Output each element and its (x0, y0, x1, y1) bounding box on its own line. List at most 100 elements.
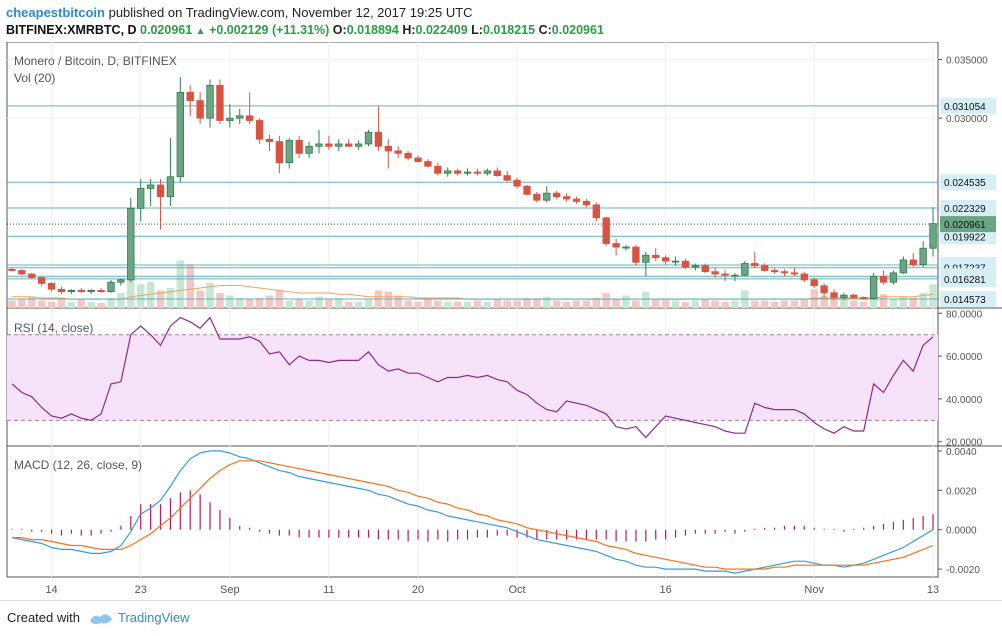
volume-bar (582, 300, 591, 308)
volume-bar (671, 300, 680, 308)
x-tick-label: 14 (45, 584, 57, 596)
candle-body (57, 288, 66, 292)
volume-bar (166, 288, 175, 308)
x-tick-label: Nov (804, 584, 824, 596)
candle-body (87, 290, 95, 292)
volume-bar (830, 296, 838, 308)
volume-bar (57, 299, 66, 308)
candle-body (523, 185, 531, 195)
high-value: 0.022409 (415, 23, 468, 37)
publish-line: cheapestbitcoin published on TradingView… (6, 5, 473, 20)
rsi-tick-label: 20.0000 (946, 438, 983, 449)
volume-bar (572, 300, 581, 308)
price-level-tag (940, 228, 996, 245)
candle-body (790, 272, 799, 275)
volume-bar (681, 301, 690, 308)
candle-body (127, 207, 135, 281)
open-label: O: (332, 23, 347, 37)
last-price-tag (940, 216, 996, 233)
chart-frame (6, 42, 939, 578)
price-level-label: 0.016281 (944, 275, 986, 286)
x-tick-label: 11 (323, 584, 334, 596)
candle-body (226, 117, 234, 121)
volume-bar (592, 298, 601, 308)
rsi-tick-label: 40.0000 (946, 395, 983, 406)
volume-bar (27, 296, 36, 308)
volume-bar (117, 293, 125, 308)
price-level-label: 0.024535 (944, 178, 986, 189)
volume-bar (929, 284, 937, 308)
volume-bar (18, 299, 26, 308)
candle-body (315, 143, 323, 147)
volume-bar (206, 283, 214, 308)
macd-pane-title: MACD (12, 26, close, 9) (14, 458, 142, 472)
volume-bar (463, 301, 472, 308)
author-name[interactable]: cheapestbitcoin (6, 5, 105, 20)
candle-body (166, 176, 175, 198)
signal-line (12, 460, 934, 570)
volume-bar (661, 299, 670, 308)
created-with-text: Created with (7, 610, 80, 625)
last-price-label: 0.020961 (944, 220, 986, 231)
volume-bar (711, 300, 719, 308)
candle-body (384, 145, 392, 152)
candle-body (810, 279, 818, 287)
volume-bar (840, 299, 848, 308)
candle-body (761, 265, 769, 271)
candle-body (285, 140, 293, 164)
volume-bar (107, 298, 115, 308)
volume-bar (37, 300, 46, 308)
volume-bar (443, 301, 452, 308)
price-level-tag (940, 290, 996, 307)
volume-bar (384, 291, 393, 308)
candle-body (47, 282, 56, 290)
candle-body (592, 204, 600, 219)
candle-body (117, 279, 125, 283)
volume-bar (295, 299, 303, 308)
x-tick-label: 20 (412, 584, 424, 596)
volume-bar (820, 295, 828, 308)
price-level-tag (940, 270, 996, 287)
candle-body (751, 263, 759, 267)
candle-body (622, 246, 630, 249)
volume-bar (523, 298, 531, 308)
candle-body (67, 290, 76, 292)
volume-bar (651, 299, 660, 308)
volume-bar (404, 300, 412, 308)
x-tick-label: 23 (135, 584, 147, 596)
candle-body (721, 273, 729, 276)
candle-body (374, 131, 383, 147)
candle-body (850, 294, 858, 298)
macd-tick-label: 0.0020 (946, 486, 977, 497)
candle-body (206, 84, 214, 119)
chart-area[interactable]: 14 23 Sep 11 20 Oct 16 Nov 130.0350000.0300000.0… (0, 42, 1002, 600)
volume-bar (176, 260, 185, 308)
candle-body (869, 275, 878, 300)
chart-header: cheapestbitcoin published on TradingView… (0, 0, 1002, 42)
volume-bar (701, 299, 710, 308)
volume-bar (146, 281, 155, 308)
candle-body (632, 246, 640, 263)
price-level-label: 0.031054 (944, 102, 986, 113)
candle-body (424, 161, 432, 167)
macd-tick-label: 0.0000 (946, 526, 977, 537)
rsi-pane-title: RSI (14, close) (14, 321, 93, 335)
candle-body (275, 141, 284, 164)
volume-bar (760, 300, 769, 308)
candle-body (652, 254, 660, 259)
candle-body (295, 140, 303, 154)
up-arrow-icon: ▲ (195, 26, 206, 37)
candle-body (364, 131, 373, 145)
x-tick-label: 13 (927, 584, 939, 596)
close-value: 0.020961 (551, 23, 604, 37)
volume-bar (414, 301, 422, 308)
volume-bar (602, 293, 610, 308)
tradingview-brand[interactable]: TradingView (118, 610, 190, 625)
volume-bar (265, 295, 274, 308)
candle-body (414, 157, 422, 162)
candle-body (216, 84, 224, 121)
candle-body (404, 152, 412, 159)
volume-bar (721, 301, 729, 308)
volume-bar (97, 303, 105, 308)
candle-body (701, 265, 709, 273)
